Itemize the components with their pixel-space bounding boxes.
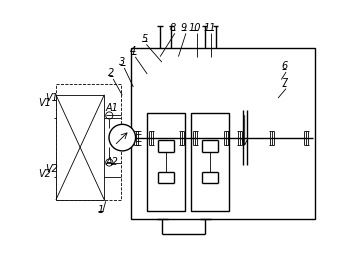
Circle shape: [106, 112, 113, 119]
Text: A2: A2: [106, 158, 118, 167]
Text: 6: 6: [281, 61, 287, 71]
Text: A1: A1: [106, 103, 118, 113]
Bar: [131, 48, 315, 219]
Circle shape: [109, 124, 136, 151]
Text: 9: 9: [181, 23, 187, 33]
Text: 11: 11: [203, 23, 216, 33]
Text: 2: 2: [108, 68, 114, 78]
Bar: [147, 113, 184, 211]
Bar: [56, 84, 121, 200]
Text: V1: V1: [45, 93, 58, 103]
Text: V2: V2: [38, 168, 51, 178]
Text: 3: 3: [119, 57, 125, 67]
Text: V2: V2: [45, 163, 58, 173]
Text: 4: 4: [130, 46, 136, 56]
Bar: [192, 113, 229, 211]
Text: 8: 8: [170, 23, 176, 33]
Text: V1: V1: [38, 98, 51, 108]
Text: 1: 1: [97, 205, 103, 215]
Text: 5: 5: [141, 34, 147, 44]
Circle shape: [106, 159, 113, 166]
Text: 10: 10: [189, 23, 201, 33]
Bar: [56, 95, 104, 200]
Text: 7: 7: [281, 78, 287, 88]
